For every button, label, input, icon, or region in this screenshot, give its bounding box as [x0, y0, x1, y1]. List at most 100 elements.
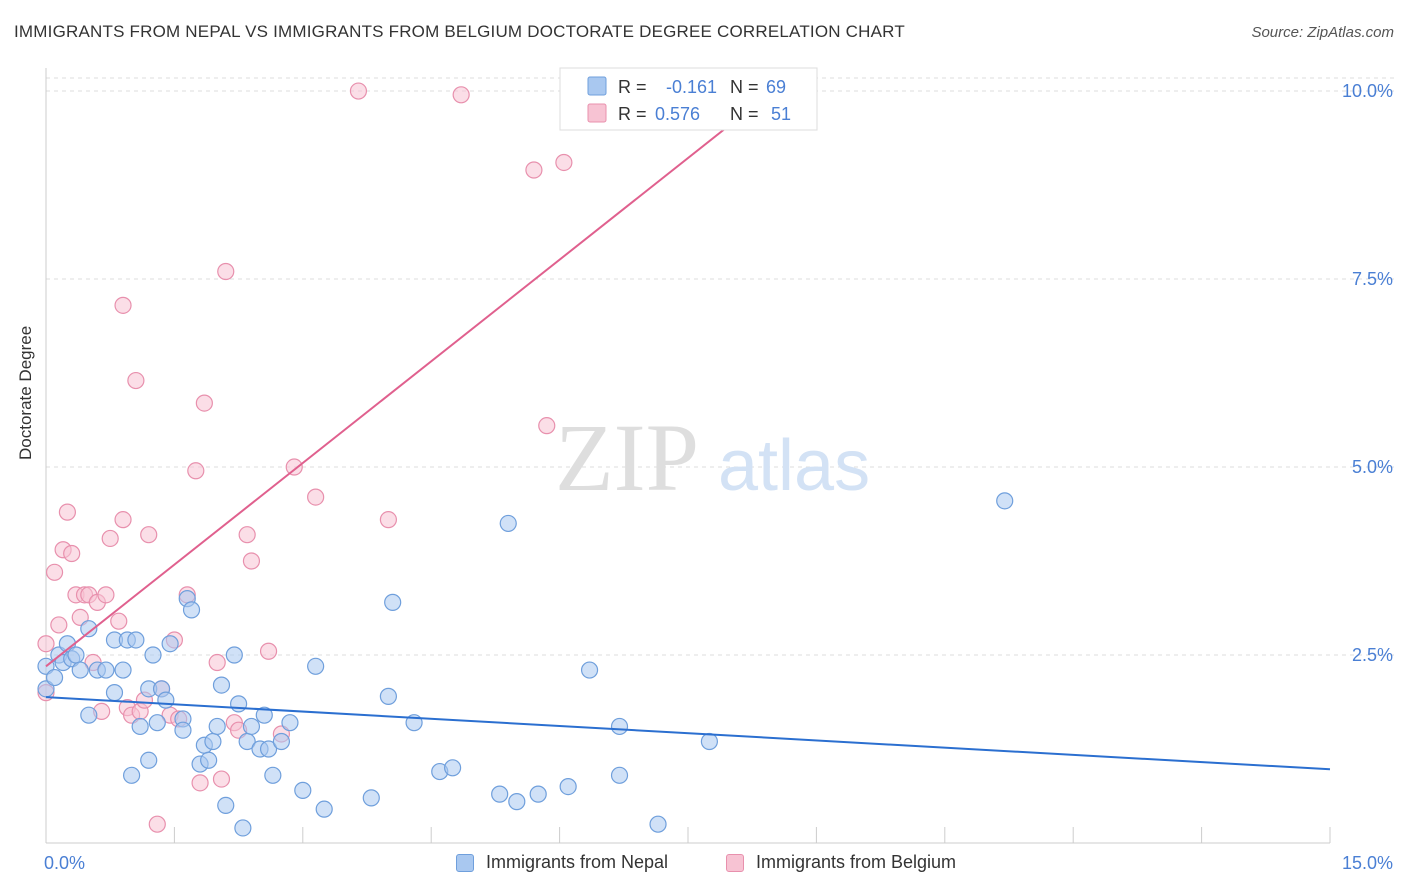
nepal-points	[37, 492, 1014, 837]
belgium-point-1	[37, 635, 55, 653]
nepal-point-53	[379, 687, 397, 705]
nepal-point-67	[700, 732, 719, 751]
legend-n-label-nepal: N =	[730, 77, 759, 97]
nepal-point-51	[315, 800, 333, 818]
watermark: ZIP atlas	[555, 404, 870, 511]
belgium-point-3	[50, 616, 68, 634]
nepal-point-18	[127, 631, 145, 649]
tick-labels: 2.5% 5.0% 7.5% 10.0% 0.0% 15.0%	[44, 81, 1393, 873]
y-tick-label-2: 7.5%	[1352, 269, 1393, 289]
nepal-point-64	[610, 766, 629, 784]
belgium-point-6	[63, 544, 81, 563]
nepal-point-42	[242, 717, 261, 736]
belgium-point-40	[242, 552, 261, 570]
nepal-point-26	[161, 635, 179, 653]
nepal-point-12	[97, 661, 115, 679]
nepal-point-28	[174, 721, 192, 739]
legend-r-value-belgium: 0.576	[655, 104, 700, 124]
belgium-point-33	[195, 394, 213, 412]
legend-n-value-belgium: 51	[771, 104, 791, 124]
trend-lines	[45, 116, 1331, 771]
belgium-point-17	[114, 511, 132, 529]
nepal-point-2	[45, 668, 64, 687]
nepal-point-22	[144, 646, 162, 664]
nepal-point-47	[272, 732, 290, 751]
nepal-point-30	[182, 601, 201, 619]
belgium-point-24	[140, 526, 158, 544]
legend-r-label-nepal: R =	[618, 77, 647, 97]
y-tick-label-3: 10.0%	[1342, 81, 1393, 101]
nepal-point-15	[114, 661, 132, 679]
belgium-point-14	[97, 586, 115, 604]
belgium-point-5	[58, 503, 77, 521]
nepal-point-61	[529, 785, 547, 803]
x-tick-label-max: 15.0%	[1342, 853, 1393, 873]
nepal-point-21	[140, 751, 158, 769]
nepal-point-23	[148, 714, 166, 732]
nepal-point-35	[208, 717, 226, 736]
belgium-point-18	[114, 296, 132, 314]
nepal-point-59	[499, 514, 517, 533]
nepal-point-38	[225, 646, 243, 664]
legend-label-belgium: Immigrants from Belgium	[756, 852, 957, 872]
legend-item-belgium[interactable]: Immigrants from Belgium	[726, 852, 956, 873]
axes	[45, 68, 1331, 844]
belgium-points	[37, 82, 573, 833]
y-tick-label-1: 5.0%	[1352, 457, 1393, 477]
x-tick-label-min: 0.0%	[44, 853, 85, 873]
y-tick-label-0: 2.5%	[1352, 645, 1393, 665]
nepal-point-37	[217, 796, 235, 815]
nepal-point-63	[580, 661, 599, 679]
nepal-point-10	[80, 706, 98, 724]
nepal-point-66	[649, 815, 667, 833]
nepal-point-17	[123, 766, 141, 784]
nepal-point-39	[230, 695, 248, 713]
nepal-point-60	[508, 793, 526, 811]
nepal-point-40	[234, 819, 252, 837]
stats-legend: R = -0.161 N = 69 R = 0.576 N = 51	[559, 67, 818, 131]
belgium-trend-line	[45, 116, 740, 668]
nepal-trend-line	[45, 696, 1331, 771]
belgium-point-2	[45, 563, 64, 581]
nepal-point-46	[264, 766, 282, 784]
nepal-point-9	[80, 620, 98, 638]
belgium-point-21	[127, 371, 145, 390]
belgium-point-44	[307, 488, 325, 506]
belgium-point-36	[217, 262, 235, 281]
nepal-point-52	[362, 789, 380, 807]
belgium-point-49	[538, 417, 556, 435]
legend-swatch-belgium	[726, 853, 744, 872]
belgium-point-16	[110, 612, 128, 630]
legend-label-nepal: Immigrants from Nepal	[486, 852, 669, 872]
belgium-point-15	[101, 529, 119, 548]
belgium-point-43	[285, 458, 303, 476]
watermark-atlas: atlas	[718, 426, 870, 506]
belgium-point-50	[555, 153, 573, 172]
legend-r-value-nepal: -0.161	[666, 77, 717, 97]
nepal-point-8	[71, 661, 89, 679]
belgium-point-34	[208, 653, 226, 672]
nepal-point-58	[491, 785, 509, 803]
nepal-point-44	[255, 706, 273, 724]
nepal-point-68	[996, 492, 1014, 510]
source-credit: Source: ZipAtlas.com	[1251, 24, 1394, 41]
nepal-point-45	[259, 740, 278, 758]
nepal-point-33	[200, 751, 218, 769]
belgium-point-41	[259, 642, 278, 660]
belgium-point-48	[525, 161, 543, 179]
nepal-point-62	[559, 778, 577, 796]
legend-n-label-belgium: N =	[730, 104, 759, 124]
legend-swatch-nepal	[587, 76, 607, 96]
series-legend: Immigrants from Nepal Immigrants from Be…	[0, 852, 1406, 878]
legend-item-nepal[interactable]: Immigrants from Nepal	[456, 852, 668, 873]
nepal-point-14	[105, 684, 124, 702]
belgium-point-45	[349, 82, 368, 100]
belgium-point-25	[148, 815, 166, 833]
nepal-point-34	[204, 732, 222, 751]
nepal-point-54	[384, 593, 402, 611]
nepal-point-65	[610, 717, 629, 736]
belgium-point-47	[452, 86, 470, 104]
nepal-point-36	[212, 676, 231, 694]
belgium-point-35	[212, 770, 231, 788]
